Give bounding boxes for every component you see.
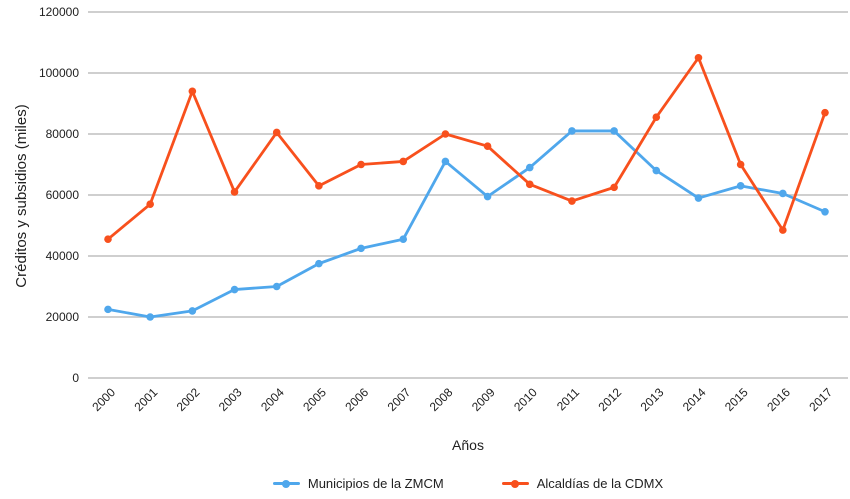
x-tick-label: 2002 bbox=[174, 385, 203, 414]
x-tick-label: 2013 bbox=[638, 385, 667, 414]
x-tick-label: 2005 bbox=[300, 385, 329, 414]
legend-line-marker-icon bbox=[501, 479, 529, 488]
legend-item-municipios-zmcm: Municipios de la ZMCM bbox=[272, 476, 444, 491]
x-tick-label: 2011 bbox=[554, 385, 582, 413]
x-tick-label: 2004 bbox=[258, 385, 287, 414]
data-point bbox=[146, 313, 154, 321]
x-tick-label: 2006 bbox=[342, 385, 371, 414]
x-tick-label: 2017 bbox=[806, 385, 835, 414]
legend: Municipios de la ZMCM Alcaldías de la CD… bbox=[88, 476, 848, 491]
y-tick-label: 120000 bbox=[39, 5, 79, 19]
y-tick-label: 40000 bbox=[46, 249, 80, 263]
line-chart-plot: 0 20000 40000 60000 80000 100000 120000 2000 200… bbox=[39, 5, 848, 414]
x-tick-label: 2008 bbox=[427, 385, 456, 414]
data-point bbox=[315, 259, 323, 268]
series-line bbox=[106, 56, 827, 241]
data-point bbox=[821, 207, 829, 216]
data-point bbox=[483, 192, 492, 201]
data-point bbox=[357, 244, 365, 253]
legend-line-marker-icon bbox=[272, 479, 300, 488]
data-point bbox=[399, 235, 408, 244]
legend-dot-icon bbox=[282, 479, 291, 488]
data-point bbox=[779, 226, 787, 234]
data-point bbox=[104, 305, 112, 314]
x-tick-label: 2014 bbox=[680, 385, 709, 414]
legend-dot-icon bbox=[511, 479, 520, 488]
y-tick-label: 60000 bbox=[46, 188, 80, 202]
data-point bbox=[736, 182, 745, 190]
data-point bbox=[694, 194, 703, 202]
x-tick-label: 2009 bbox=[469, 385, 498, 414]
data-point bbox=[525, 180, 534, 189]
data-point bbox=[610, 183, 618, 192]
data-point bbox=[441, 130, 450, 138]
x-tick-label: 2003 bbox=[216, 385, 245, 414]
x-tick-label: 2000 bbox=[89, 385, 118, 414]
legend-label: Alcaldías de la CDMX bbox=[536, 476, 664, 491]
legend-item-alcaldias-cdmx: Alcaldías de la CDMX bbox=[501, 476, 664, 491]
legend-label: Municipios de la ZMCM bbox=[307, 476, 444, 491]
data-point bbox=[272, 128, 281, 137]
data-point bbox=[610, 127, 618, 135]
data-point bbox=[779, 189, 787, 198]
data-point bbox=[399, 157, 408, 166]
data-point bbox=[146, 200, 154, 208]
series-line bbox=[106, 129, 827, 319]
data-point bbox=[104, 235, 112, 244]
x-tick-label: 2007 bbox=[385, 385, 414, 414]
data-point bbox=[568, 197, 576, 205]
x-tick-label: 2016 bbox=[764, 385, 793, 414]
x-tick-label: 2010 bbox=[511, 385, 540, 414]
data-point bbox=[230, 285, 239, 294]
data-point bbox=[357, 160, 365, 169]
data-point bbox=[694, 53, 703, 62]
data-point bbox=[736, 160, 745, 169]
y-tick-label: 100000 bbox=[39, 66, 79, 80]
data-point bbox=[821, 108, 829, 117]
x-tick-label: 2015 bbox=[722, 385, 751, 414]
data-point bbox=[652, 166, 661, 175]
x-tick-label: 2012 bbox=[595, 385, 624, 414]
data-point bbox=[525, 163, 534, 172]
data-point bbox=[568, 127, 576, 135]
x-axis-title: Años bbox=[452, 437, 484, 453]
data-point bbox=[188, 87, 197, 96]
data-point bbox=[188, 307, 197, 315]
data-point bbox=[441, 157, 450, 166]
y-tick-label: 0 bbox=[72, 371, 79, 385]
y-tick-label: 80000 bbox=[46, 127, 80, 141]
data-point bbox=[315, 182, 323, 190]
data-point bbox=[652, 113, 661, 122]
data-point bbox=[230, 188, 239, 196]
data-point bbox=[272, 282, 281, 291]
y-tick-label: 20000 bbox=[46, 310, 80, 324]
data-point bbox=[483, 142, 492, 150]
x-tick-label: 2001 bbox=[132, 385, 161, 414]
